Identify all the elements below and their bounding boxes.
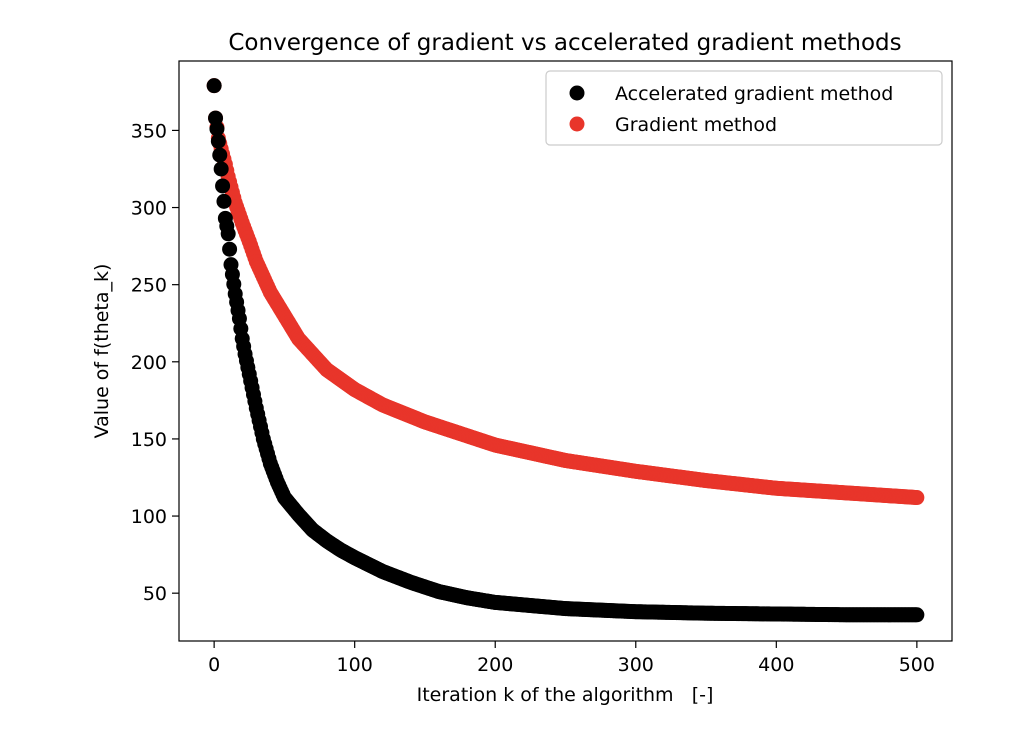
data-point	[220, 226, 236, 242]
chart-title: Convergence of gradient vs accelerated g…	[228, 30, 901, 56]
legend-marker-accelerated	[569, 85, 585, 101]
y-tick-label: 250	[131, 275, 167, 297]
legend-box	[545, 70, 943, 146]
y-tick-label: 100	[131, 506, 167, 528]
data-point	[209, 121, 225, 137]
legend: Accelerated gradient method Gradient met…	[545, 70, 943, 146]
x-tick-label: 500	[899, 654, 935, 676]
x-tick-label: 100	[337, 654, 373, 676]
ticks-layer: 0 100 200 300 400 500 50 100 150 200 250 300 350	[131, 120, 935, 676]
data-point	[215, 178, 231, 194]
y-tick-label: 50	[143, 583, 167, 605]
x-tick-label: 0	[208, 654, 220, 676]
data-point	[212, 147, 228, 163]
y-tick-label: 150	[131, 429, 167, 451]
plot-area	[179, 61, 952, 641]
series-accelerated	[206, 78, 925, 623]
data-point	[222, 241, 238, 257]
data-point	[909, 607, 925, 623]
series-layer	[206, 78, 925, 623]
x-tick-label: 200	[477, 654, 513, 676]
y-tick-label: 350	[131, 120, 167, 142]
y-axis-label: Value of f(theta_k)	[91, 264, 113, 439]
x-tick-label: 400	[758, 654, 794, 676]
x-axis-label: Iteration k of the algorithm [-]	[417, 684, 714, 706]
data-point	[909, 490, 925, 506]
y-tick-label: 200	[131, 352, 167, 374]
data-point	[213, 161, 229, 177]
legend-label-accelerated: Accelerated gradient method	[615, 83, 893, 105]
legend-label-gradient: Gradient method	[615, 114, 777, 136]
x-tick-label: 300	[618, 654, 654, 676]
data-point	[206, 78, 222, 94]
legend-marker-gradient	[569, 116, 585, 132]
y-tick-label: 300	[131, 198, 167, 220]
data-point	[216, 193, 232, 209]
data-point	[210, 133, 226, 149]
plot-frame-border	[178, 60, 953, 642]
